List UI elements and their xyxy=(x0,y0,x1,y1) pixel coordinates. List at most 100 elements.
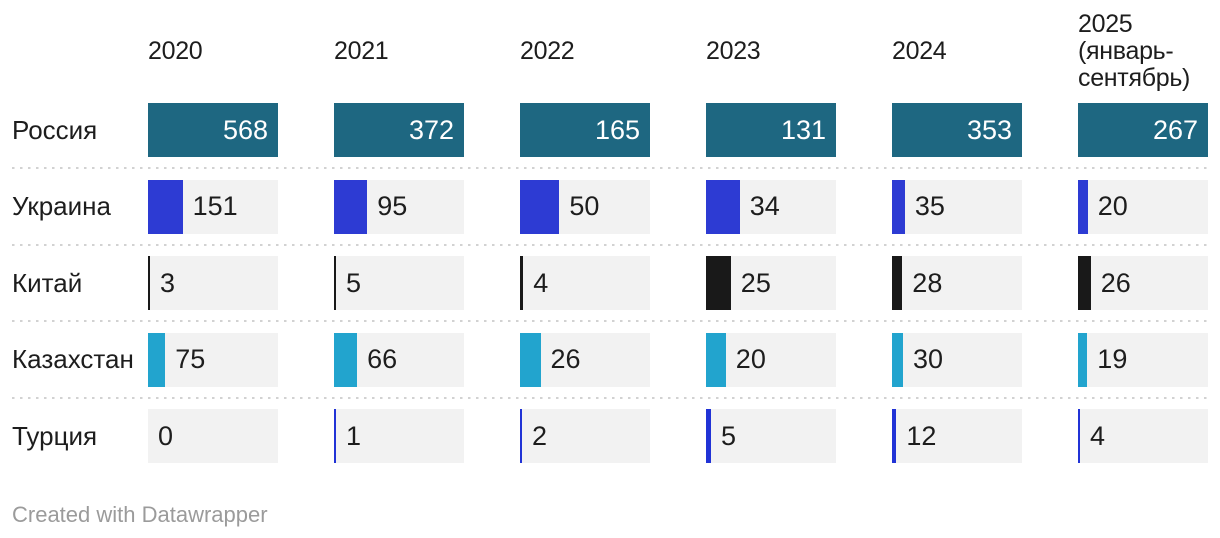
column-header: 2021 xyxy=(334,37,389,65)
bar-value-label: 267 xyxy=(1152,114,1198,145)
bar xyxy=(1078,256,1091,310)
bar-cell: 28 xyxy=(892,256,1022,310)
bar-cell: 0 xyxy=(148,409,278,463)
bar xyxy=(706,256,731,310)
table-row: Казахстан 75 66 26 20 30 19 xyxy=(0,332,1220,410)
bar-value-label: 4 xyxy=(1090,420,1106,451)
bar-cell: 372 xyxy=(334,103,464,157)
bar-cell: 30 xyxy=(892,332,1022,387)
bar xyxy=(1078,103,1208,157)
bar xyxy=(892,179,905,234)
bar-value-label: 2 xyxy=(532,420,548,451)
bar xyxy=(520,332,541,387)
row-label: Украина xyxy=(12,191,111,221)
bar xyxy=(706,179,740,234)
bar-cell: 2 xyxy=(520,409,650,463)
table-row: Украина 151 95 50 34 35 20 xyxy=(0,179,1220,257)
bar xyxy=(520,409,522,463)
bar-cell: 267 xyxy=(1078,103,1208,157)
header-row: 2020 2021 2022 2023 2024 2025 (январь-сентябр… xyxy=(0,0,1220,103)
bar-cell: 165 xyxy=(520,103,650,157)
footer: Created with Datawrapper xyxy=(0,486,1220,528)
bar xyxy=(706,103,836,157)
bar-cell: 20 xyxy=(1078,179,1208,234)
row-label: Россия xyxy=(12,114,98,145)
bar xyxy=(1078,409,1080,463)
bar-value-label: 28 xyxy=(912,267,943,298)
bar-value-label: 75 xyxy=(175,344,206,374)
bar-cell: 66 xyxy=(334,332,464,387)
bar-cell: 50 xyxy=(520,179,650,234)
bar xyxy=(520,103,650,157)
bar xyxy=(892,332,903,387)
bar-value-label: 165 xyxy=(594,114,640,145)
bar-value-label: 353 xyxy=(966,114,1012,145)
bar-value-label: 34 xyxy=(749,191,780,221)
bar-value-label: 131 xyxy=(780,114,826,145)
datawrapper-credit-link[interactable]: Created with Datawrapper xyxy=(12,501,268,527)
bar-cell: 12 xyxy=(892,409,1022,463)
bar xyxy=(334,256,336,310)
bar xyxy=(334,332,358,387)
bar-value-label: 3 xyxy=(160,267,176,298)
bar xyxy=(706,409,711,463)
column-header: 2025 (январь-сентябрь) xyxy=(1078,10,1191,92)
bar-cell: 19 xyxy=(1078,332,1208,387)
bar-value-label: 0 xyxy=(158,420,174,451)
bar-value-label: 12 xyxy=(906,420,937,451)
column-header: 2020 xyxy=(148,37,203,65)
row-label: Казахстан xyxy=(12,344,134,374)
bar-cell: 568 xyxy=(148,103,278,157)
bar-cell: 26 xyxy=(1078,256,1208,310)
bar-value-label: 35 xyxy=(914,191,945,221)
bar-value-label: 26 xyxy=(1100,267,1131,298)
bar-cell: 5 xyxy=(334,256,464,310)
bar xyxy=(892,256,903,310)
bar-cell: 25 xyxy=(706,256,836,310)
bar-value-label: 95 xyxy=(377,191,408,221)
column-header: 2024 xyxy=(892,37,947,65)
bar xyxy=(148,179,183,234)
bar xyxy=(148,332,166,387)
bar-value-label: 372 xyxy=(408,114,454,145)
bar-cell: 3 xyxy=(148,256,278,310)
bar-value-label: 25 xyxy=(740,267,771,298)
bar-cell: 35 xyxy=(892,179,1022,234)
bar xyxy=(148,256,150,310)
bar-cell: 20 xyxy=(706,332,836,387)
bar xyxy=(520,256,524,310)
bar-value-label: 568 xyxy=(222,114,268,145)
row-label: Китай xyxy=(12,267,83,298)
table-row: Турция 0 1 2 5 12 4 xyxy=(0,409,1220,486)
bar-value-label: 19 xyxy=(1097,344,1128,374)
bar-cell: 75 xyxy=(148,332,278,387)
bar xyxy=(148,103,278,157)
table-body: Россия 568 372 165 131 353 267 Украина 151 95 50 34… xyxy=(0,103,1220,486)
bar xyxy=(520,179,560,234)
table-row: Россия 568 372 165 131 353 267 xyxy=(0,103,1220,180)
bar-value-label: 30 xyxy=(913,344,944,374)
bar xyxy=(1078,332,1088,387)
bar-value-label: 20 xyxy=(735,344,766,374)
bar-value-label: 26 xyxy=(550,344,581,374)
bar-value-label: 4 xyxy=(533,267,549,298)
bar-cell: 95 xyxy=(334,179,464,234)
bar xyxy=(892,103,1022,157)
bar-value-label: 151 xyxy=(192,191,238,221)
bar-cell: 34 xyxy=(706,179,836,234)
bar-cell: 1 xyxy=(334,409,464,463)
bar xyxy=(706,332,726,387)
bar-cell: 5 xyxy=(706,409,836,463)
bar xyxy=(334,409,336,463)
bar-value-label: 66 xyxy=(367,344,398,374)
bar xyxy=(1078,179,1088,234)
bar-value-label: 20 xyxy=(1097,191,1128,221)
bar-value-label: 5 xyxy=(721,420,737,451)
bar-value-label: 50 xyxy=(569,191,600,221)
table-row: Китай 3 5 4 25 28 26 xyxy=(0,256,1220,333)
bar-cell: 131 xyxy=(706,103,836,157)
bar-cell: 26 xyxy=(520,332,650,387)
bar-cell: 4 xyxy=(520,256,650,310)
bar-value-label: 5 xyxy=(346,267,362,298)
